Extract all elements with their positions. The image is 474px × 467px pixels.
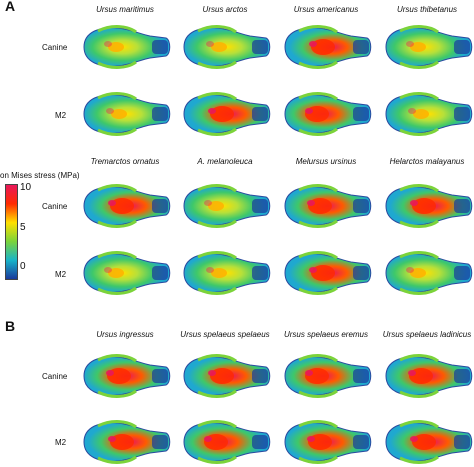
species-label: Ursus maritimus — [96, 5, 154, 14]
skull-stress-map — [183, 354, 271, 398]
skull-stress-map — [83, 354, 171, 398]
skull-stress-map — [183, 184, 271, 228]
species-label: Ursus spelaeus ladinicus — [382, 330, 472, 339]
colorbar — [5, 184, 18, 280]
species-label: Ursus ingressus — [96, 330, 154, 339]
skull-stress-map — [183, 25, 271, 69]
row-label-canine: Canine — [42, 43, 68, 52]
row-label-canine: Canine — [42, 202, 68, 211]
species-label: Tremarctos ornatus — [90, 157, 160, 166]
species-label: Ursus spelaeus spelaeus — [180, 330, 270, 339]
species-label: Ursus americanus — [293, 5, 359, 14]
species-label: Ursus spelaeus eremus — [283, 330, 369, 339]
skull-stress-map — [385, 354, 473, 398]
species-label: A. melanoleuca — [197, 157, 253, 166]
skull-stress-map — [284, 251, 372, 295]
skull-stress-map — [385, 420, 473, 464]
skull-stress-map — [183, 92, 271, 136]
panel-label-a: A — [5, 0, 16, 14]
colorbar-tick: 10 — [20, 182, 32, 193]
row-label-m2: M2 — [55, 438, 67, 447]
colorbar-tick: 0 — [20, 261, 26, 272]
skull-stress-map — [385, 184, 473, 228]
colorbar-tick: 5 — [20, 222, 26, 233]
species-label: Helarctos malayanus — [389, 157, 465, 166]
skull-stress-map — [83, 25, 171, 69]
skull-stress-map — [385, 25, 473, 69]
skull-stress-map — [83, 251, 171, 295]
row-label-m2: M2 — [55, 111, 67, 120]
skull-stress-map — [284, 25, 372, 69]
skull-stress-map — [183, 420, 271, 464]
species-label: Ursus thibetanus — [396, 5, 458, 14]
row-label-m2: M2 — [55, 270, 67, 279]
skull-stress-map — [83, 184, 171, 228]
skull-stress-map — [385, 251, 473, 295]
skull-stress-map — [83, 420, 171, 464]
skull-stress-map — [284, 184, 372, 228]
skull-stress-map — [385, 92, 473, 136]
species-label: Ursus arctos — [202, 5, 248, 14]
panel-label-b: B — [5, 318, 16, 334]
skull-stress-map — [284, 420, 372, 464]
species-label: Melursus ursinus — [295, 157, 357, 166]
skull-stress-map — [284, 92, 372, 136]
skull-stress-map — [284, 354, 372, 398]
row-label-canine: Canine — [42, 372, 68, 381]
skull-stress-map — [83, 92, 171, 136]
skull-stress-map — [183, 251, 271, 295]
colorbar-title: von Mises stress (MPa) — [0, 171, 80, 180]
